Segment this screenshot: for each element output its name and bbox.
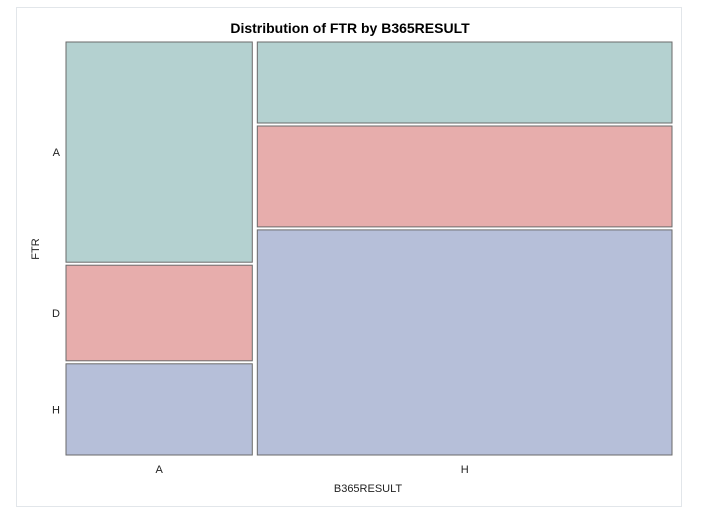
mosaic-tile-h-a xyxy=(256,41,673,124)
mosaic-tile-h-h xyxy=(256,229,673,456)
x-tick-label: A xyxy=(156,464,164,476)
y-tick-label: D xyxy=(52,308,60,320)
mosaic-tile-a-d xyxy=(65,264,253,362)
y-tick-label: A xyxy=(53,147,61,159)
y-tick-labels: A D H xyxy=(52,147,61,416)
y-tick-label: H xyxy=(52,404,60,416)
mosaic-tile-a-h xyxy=(65,363,253,456)
mosaic-tile-h-d xyxy=(256,125,673,228)
y-axis-label: FTR xyxy=(30,238,42,259)
x-tick-label: H xyxy=(461,464,469,476)
x-axis-label: B365RESULT xyxy=(334,483,403,495)
chart-title: Distribution of FTR by B365RESULT xyxy=(230,20,470,36)
mosaic-tiles xyxy=(65,41,673,456)
mosaic-tile-a-a xyxy=(65,41,253,263)
